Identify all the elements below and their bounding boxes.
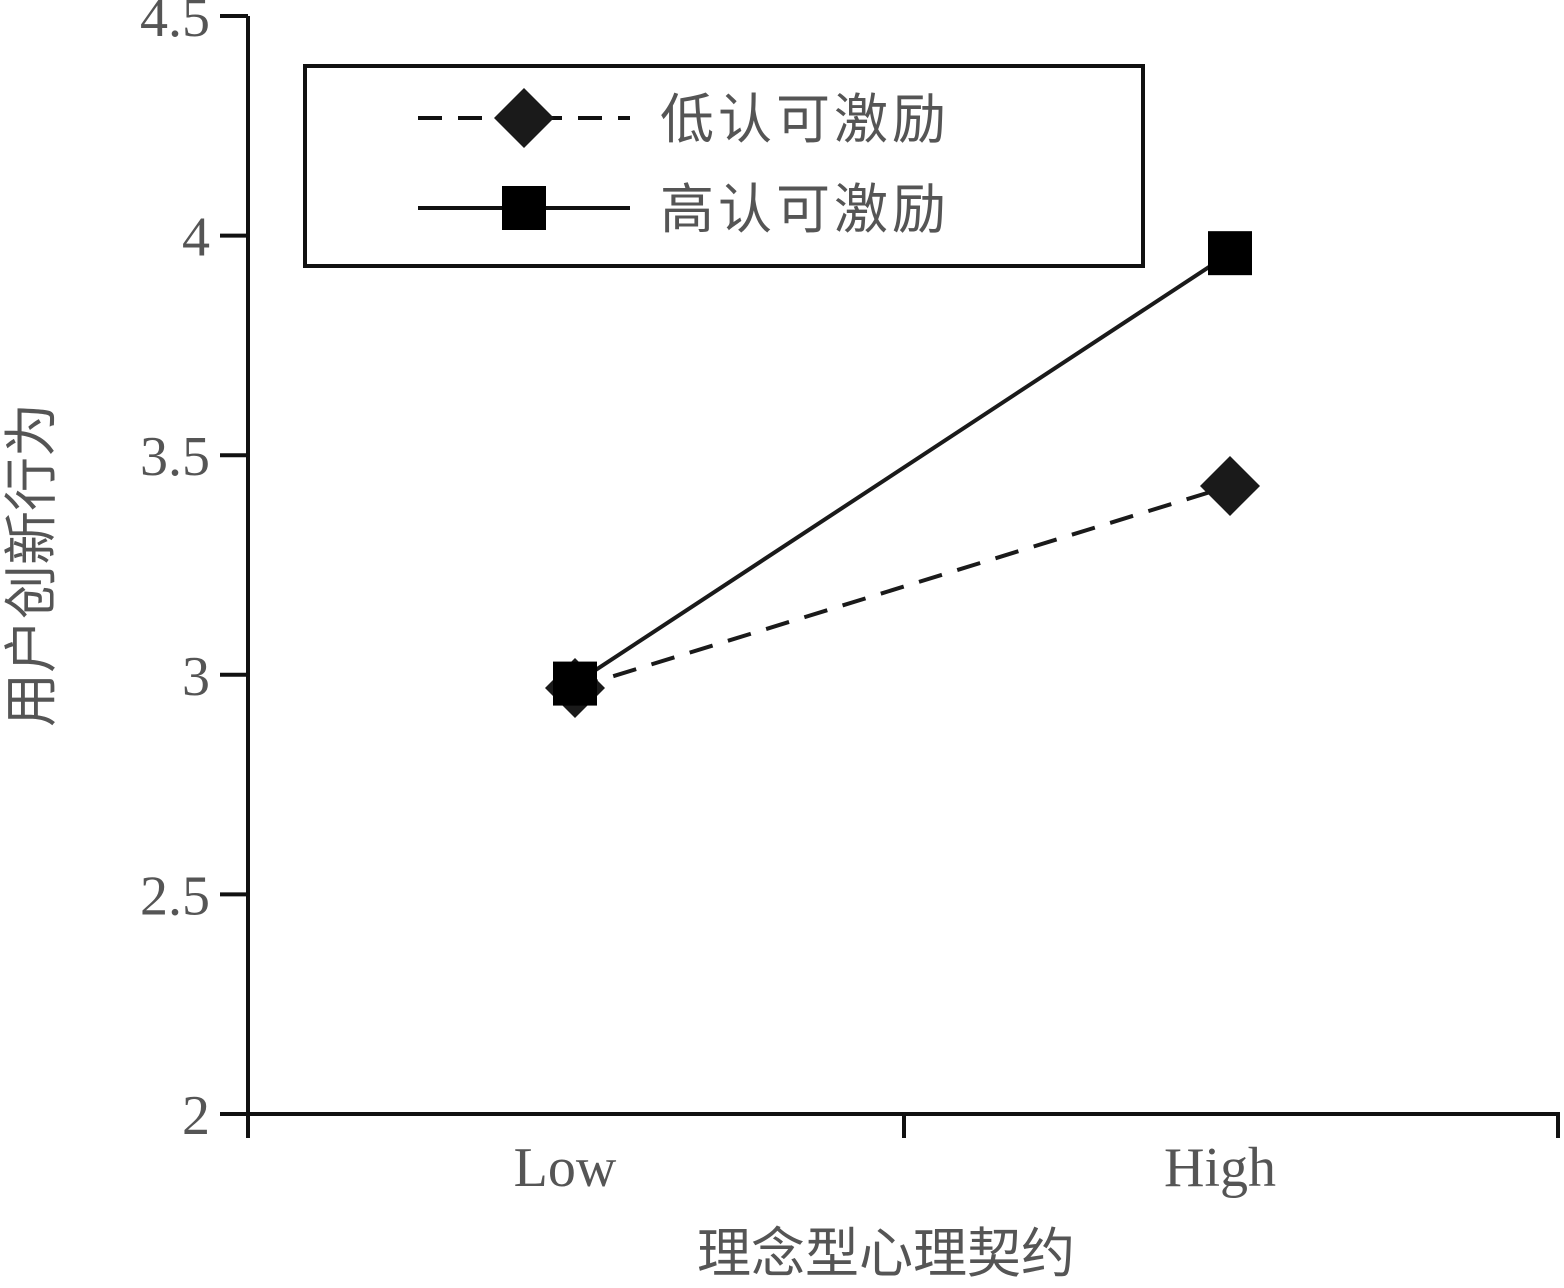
y-axis-title: 用户创新行为	[0, 403, 63, 727]
x-axis-title: 理念型心理契约	[697, 1222, 1075, 1285]
y-tick-label: 3	[182, 646, 210, 708]
legend-box	[303, 64, 1145, 268]
square-marker	[553, 661, 597, 706]
series-line	[574, 484, 1231, 690]
x-tick-label: Low	[514, 1137, 617, 1199]
series-line	[573, 251, 1232, 686]
legend-label: 低认可激励	[660, 88, 950, 151]
legend-label: 高认可激励	[660, 178, 950, 241]
series-layer	[545, 231, 1260, 718]
square-marker	[1208, 231, 1252, 276]
legend-diamond-icon	[494, 88, 554, 148]
x-tick-label: High	[1164, 1137, 1276, 1199]
y-tick-label: 2.5	[140, 865, 210, 927]
legend-square-icon	[502, 186, 546, 230]
diamond-marker	[1200, 455, 1260, 516]
y-tick-label: 4	[182, 207, 210, 269]
y-tick-label: 4.5	[140, 0, 210, 49]
y-tick-label: 2	[182, 1085, 210, 1147]
y-tick-label: 3.5	[140, 426, 210, 488]
axes: 2 2.5 3 3.5 4 4.5 Low High	[140, 0, 1560, 1199]
